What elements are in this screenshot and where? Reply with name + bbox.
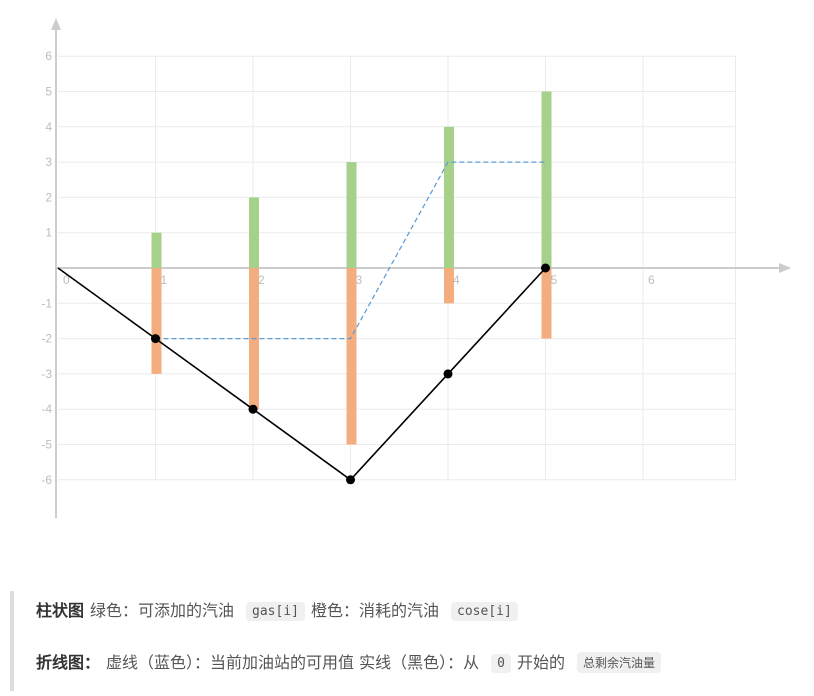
chart-ticks: 0 1 2 3 4 5 6 6 5 4 3 2 1 -1 -2 -3 -4 -5 -6 [41,49,655,487]
bar [151,268,162,374]
line-point [248,404,258,414]
y-axis-arrow [51,18,61,30]
x-tick-label: 0 [63,273,70,287]
y-tick-label: 3 [45,155,52,169]
x-tick-label: 6 [648,273,655,287]
gas-code: gas[i] [246,602,305,621]
line-dashed-text: 虚线（蓝色）：当前加油站的可用值 实线（黑色）：从 [106,653,480,672]
y-tick-label: 1 [45,226,52,240]
bar-legend-title: 柱状图 [36,601,85,620]
bar [249,197,259,268]
x-tick-label: 4 [453,273,460,287]
chart-lines [57,161,550,485]
x-tick-label: 2 [258,273,265,287]
cost-code: cose[i] [451,602,518,621]
total-gas-code: 总剩余汽油量 [576,652,661,673]
bar-orange-text: 橙色：消耗的汽油 [311,601,440,620]
line-legend-title: 折线图： [36,653,101,672]
bar-legend-row: 柱状图 绿色：可添加的汽油 gas[i] 橙色：消耗的汽油 cose[i] [36,597,524,621]
y-tick-label: -1 [41,296,52,310]
y-tick-label: 2 [45,190,52,204]
line-point [151,334,160,344]
bar [541,91,552,268]
bar [346,268,357,445]
line-point [443,369,453,379]
x-axis-arrow [779,263,791,273]
y-tick-label: 6 [45,49,52,63]
start-code: 0 [491,654,511,673]
line-solid-text: 开始的 [516,653,565,672]
bar-green-text: 绿色：可添加的汽油 [90,601,235,620]
y-tick-label: -5 [41,438,52,452]
line-legend-row: 折线图： 虚线（蓝色）：当前加油站的可用值 实线（黑色）：从 0 开始的 总剩余汽油量 [36,649,667,673]
bar [151,232,162,268]
y-tick-label: -4 [41,402,52,416]
x-tick-label: 3 [356,273,363,287]
line-point [346,475,355,485]
dashed-line [155,161,546,340]
y-tick-label: 5 [45,85,52,99]
bar [444,126,454,268]
solid-line [57,267,547,481]
y-tick-label: 4 [45,120,52,134]
chart-axes [51,18,791,518]
bar [346,162,357,268]
y-tick-label: -2 [41,332,52,346]
bar [444,268,454,304]
y-tick-label: -6 [41,473,52,487]
chart-description: 柱状图 绿色：可添加的汽油 gas[i] 橙色：消耗的汽油 cose[i] 折线图： 虚线… [10,591,806,691]
chart: 0 1 2 3 4 5 6 6 5 4 3 2 1 -1 -2 -3 -4 -5 -6 [41,18,791,518]
x-tick-label: 5 [551,273,558,287]
bar [541,268,552,339]
line-point [541,263,550,273]
y-tick-label: -3 [41,367,52,381]
x-tick-label: 1 [161,273,168,287]
